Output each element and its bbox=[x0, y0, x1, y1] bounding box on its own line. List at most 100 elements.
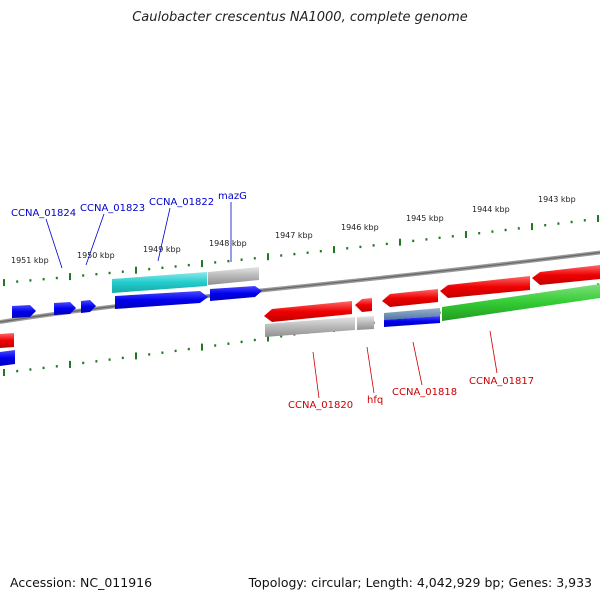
minor-tick bbox=[491, 230, 494, 233]
minor-tick bbox=[253, 257, 256, 260]
minor-tick bbox=[319, 250, 322, 253]
kbp-label: 1949 kbp bbox=[143, 245, 181, 254]
minor-tick bbox=[372, 244, 375, 247]
minor-tick bbox=[438, 236, 441, 239]
gene-arrow[interactable] bbox=[54, 302, 76, 315]
tick-row-top bbox=[3, 215, 599, 287]
major-tick bbox=[135, 266, 137, 274]
gene-arrow[interactable] bbox=[81, 300, 96, 313]
major-tick bbox=[3, 369, 5, 376]
minor-tick bbox=[29, 368, 32, 371]
minor-tick bbox=[187, 347, 190, 351]
minor-tick bbox=[82, 361, 85, 365]
major-tick bbox=[465, 231, 467, 238]
gene-label[interactable]: CCNA_01818 bbox=[392, 387, 457, 398]
bottom-gene-labels: CCNA_01820 hfq CCNA_01818 CCNA_01817 bbox=[288, 330, 534, 411]
minor-tick bbox=[161, 266, 164, 269]
minor-tick bbox=[82, 274, 85, 277]
upper-genes bbox=[0, 267, 262, 366]
minor-tick bbox=[148, 267, 151, 271]
minor-tick bbox=[174, 349, 177, 353]
gene-label[interactable]: CCNA_01817 bbox=[469, 376, 534, 387]
minor-tick bbox=[253, 338, 256, 342]
accession-text: Accession: NC_011916 bbox=[10, 575, 153, 590]
minor-tick bbox=[121, 356, 124, 360]
kbp-label: 1948 kbp bbox=[209, 239, 247, 248]
minor-tick bbox=[108, 271, 111, 275]
minor-tick bbox=[214, 261, 217, 264]
minor-tick bbox=[544, 224, 547, 227]
gene-arrow[interactable] bbox=[12, 305, 36, 318]
kbp-label: 1944 kbp bbox=[472, 205, 510, 214]
gene-arrow[interactable] bbox=[0, 333, 14, 348]
minor-tick bbox=[55, 365, 58, 368]
minor-tick bbox=[227, 342, 230, 345]
gene-label[interactable]: CCNA_01823 bbox=[80, 203, 145, 214]
minor-tick bbox=[174, 265, 177, 268]
minor-tick bbox=[227, 259, 230, 263]
page-title: Caulobacter crescentus NA1000, complete … bbox=[132, 10, 468, 25]
gene-arrow[interactable] bbox=[382, 289, 438, 307]
gene-arrow[interactable] bbox=[532, 265, 600, 285]
major-tick bbox=[69, 360, 71, 368]
gene-arrow[interactable] bbox=[115, 291, 208, 309]
gene-label[interactable]: CCNA_01824 bbox=[11, 208, 76, 219]
minor-tick bbox=[359, 245, 362, 249]
minor-tick bbox=[187, 263, 190, 267]
minor-tick bbox=[121, 270, 124, 273]
minor-tick bbox=[55, 276, 58, 280]
kbp-label: 1947 kbp bbox=[275, 231, 313, 240]
gene-box[interactable] bbox=[112, 272, 207, 293]
minor-tick bbox=[95, 360, 98, 363]
gene-arrow[interactable] bbox=[210, 286, 262, 301]
minor-tick bbox=[517, 227, 520, 230]
top-gene-labels: CCNA_01824 CCNA_01823 CCNA_01822 mazG bbox=[11, 191, 247, 269]
major-tick bbox=[135, 352, 137, 360]
major-tick bbox=[201, 260, 203, 268]
gene-box[interactable] bbox=[357, 316, 374, 330]
major-tick bbox=[201, 343, 203, 351]
minor-tick bbox=[16, 280, 19, 283]
gene-label[interactable]: mazG bbox=[218, 191, 247, 202]
minor-tick bbox=[42, 278, 45, 281]
minor-tick bbox=[240, 340, 243, 344]
gene-arrow[interactable] bbox=[264, 301, 352, 322]
minor-tick bbox=[385, 242, 388, 246]
minor-tick bbox=[293, 252, 296, 256]
minor-tick bbox=[570, 220, 573, 224]
minor-tick bbox=[451, 235, 454, 238]
minor-tick bbox=[306, 251, 309, 254]
gene-arrow[interactable] bbox=[440, 276, 530, 298]
gene-box[interactable] bbox=[265, 317, 355, 337]
gene-label[interactable]: hfq bbox=[367, 395, 383, 406]
minor-tick bbox=[148, 353, 151, 356]
gene-arrow[interactable] bbox=[0, 350, 15, 366]
minor-tick bbox=[16, 369, 19, 373]
lower-genes bbox=[0, 265, 600, 348]
gene-arrow[interactable] bbox=[442, 284, 600, 321]
kbp-label: 1945 kbp bbox=[406, 214, 444, 223]
major-tick bbox=[3, 279, 5, 287]
minor-tick bbox=[240, 258, 243, 261]
minor-tick bbox=[29, 279, 32, 282]
minor-tick bbox=[280, 254, 283, 257]
major-tick bbox=[333, 246, 335, 254]
gene-arrow[interactable] bbox=[355, 298, 372, 312]
kbp-label: 1943 kbp bbox=[538, 195, 576, 204]
minor-tick bbox=[583, 219, 586, 222]
minor-tick bbox=[95, 273, 98, 276]
minor-tick bbox=[412, 239, 415, 243]
minor-tick bbox=[161, 351, 164, 354]
gene-arrow[interactable] bbox=[384, 316, 440, 327]
minor-tick bbox=[346, 247, 349, 250]
major-tick bbox=[597, 215, 599, 222]
gene-label[interactable]: CCNA_01820 bbox=[288, 400, 353, 411]
kbp-label: 1946 kbp bbox=[341, 223, 379, 232]
major-tick bbox=[531, 223, 533, 231]
gene-label[interactable]: CCNA_01822 bbox=[149, 197, 214, 208]
minor-tick bbox=[42, 366, 45, 370]
minor-tick bbox=[214, 344, 217, 347]
minor-tick bbox=[425, 238, 428, 241]
gene-box[interactable] bbox=[208, 267, 259, 285]
